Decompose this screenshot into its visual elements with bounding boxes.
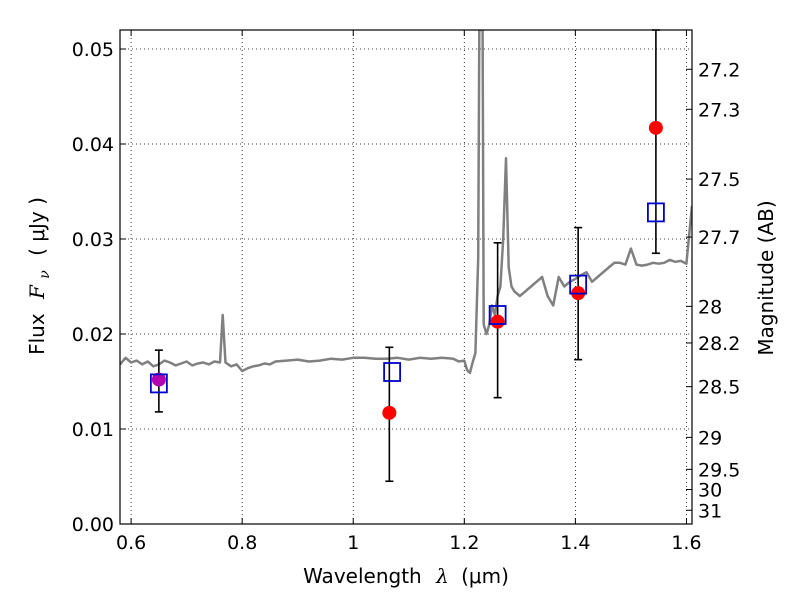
y2-tick-label: 28 bbox=[698, 296, 722, 318]
x-tick-label: 0.6 bbox=[116, 532, 146, 554]
x-tick-labels: 0.6 0.8 1 1.2 1.4 1.6 bbox=[116, 532, 702, 554]
observed-point bbox=[490, 314, 505, 329]
model-squares bbox=[149, 202, 665, 394]
x-tick-label: 0.8 bbox=[227, 532, 257, 554]
y2-tick-label: 27.3 bbox=[698, 99, 740, 121]
model-square bbox=[488, 305, 507, 325]
y-tick-label: 0.03 bbox=[72, 229, 114, 251]
y-tick-label: 0.04 bbox=[72, 134, 114, 156]
model-spectrum-line bbox=[120, 30, 692, 375]
y2-tick-label: 27.2 bbox=[698, 59, 740, 81]
y-tick-label: 0.01 bbox=[72, 419, 114, 441]
x-tick-label: 1.2 bbox=[449, 532, 479, 554]
error-bars bbox=[154, 29, 660, 483]
x-axis-label: Wavelength λ (μm) bbox=[303, 564, 509, 588]
plot-frame bbox=[119, 29, 693, 525]
y2-tick-label: 28.5 bbox=[698, 377, 740, 399]
y-tick-label: 0.05 bbox=[72, 39, 114, 61]
observed-point bbox=[382, 405, 397, 420]
model-square bbox=[569, 274, 588, 295]
y2-tick-label: 29 bbox=[698, 427, 722, 449]
y-tick-label: 0.02 bbox=[72, 324, 114, 346]
y-axis-label: Flux F ν ( μJy ) bbox=[25, 197, 54, 355]
model-square bbox=[383, 362, 402, 382]
y2-axis-label: Magnitude (AB) bbox=[754, 200, 778, 355]
x-tick-label: 1.6 bbox=[671, 532, 701, 554]
y2-tick-label: 30 bbox=[698, 480, 722, 502]
y2-tick-label: 31 bbox=[698, 500, 722, 522]
x-tick-label: 1 bbox=[347, 532, 359, 554]
y-tick-labels: 0.00 0.01 0.02 0.03 0.04 0.05 bbox=[72, 39, 114, 536]
axis-ticks bbox=[120, 30, 692, 525]
gridlines bbox=[120, 30, 692, 525]
observed-point bbox=[151, 372, 166, 387]
model-square bbox=[647, 202, 665, 223]
y2-tick-label: 27.5 bbox=[698, 169, 740, 191]
y2-tick-label: 29.5 bbox=[698, 459, 740, 481]
observed-points bbox=[151, 120, 663, 420]
model-square bbox=[149, 373, 168, 394]
x-tick-label: 1.4 bbox=[560, 532, 590, 554]
y2-tick-label: 28.2 bbox=[698, 333, 740, 355]
observed-point bbox=[648, 120, 663, 135]
y2-tick-label: 27.7 bbox=[698, 227, 740, 249]
y-tick-label: 0.00 bbox=[72, 514, 114, 536]
